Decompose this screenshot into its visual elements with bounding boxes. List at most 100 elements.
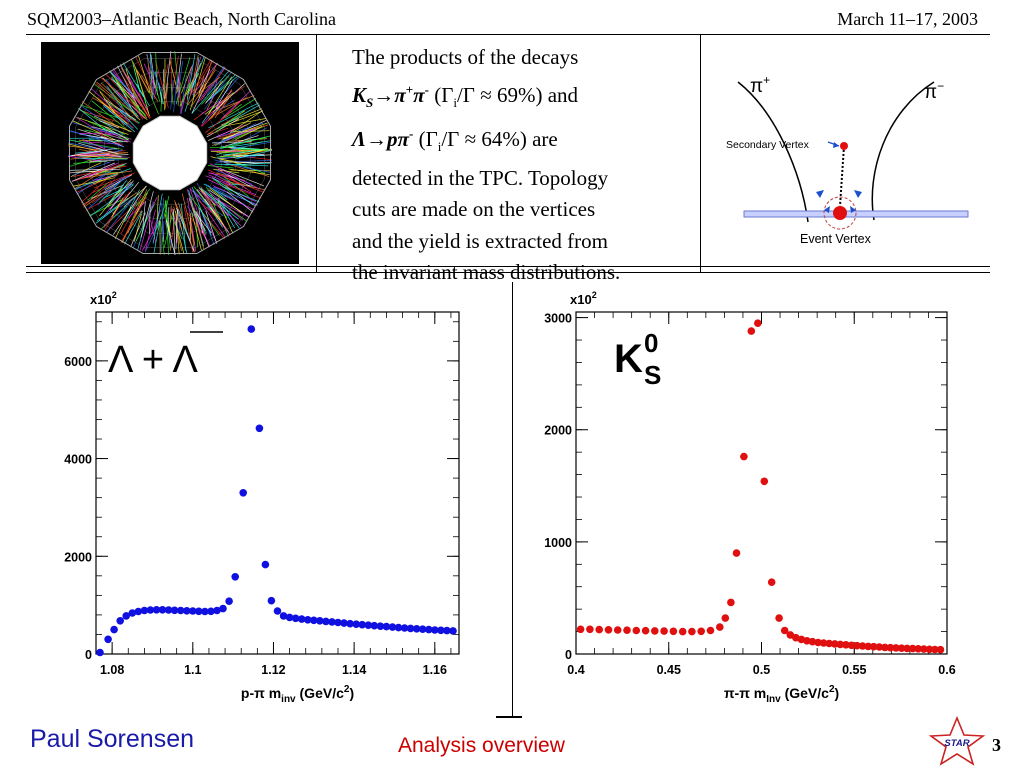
tpc-track bbox=[81, 101, 115, 125]
data-point bbox=[225, 597, 233, 605]
tpc-track bbox=[131, 59, 141, 92]
tpc-track bbox=[217, 122, 264, 138]
y-tick-label: 2000 bbox=[544, 424, 572, 438]
tpc-track bbox=[201, 75, 230, 105]
tpc-track bbox=[219, 140, 272, 149]
tpc-track bbox=[189, 56, 202, 95]
tpc-track bbox=[95, 82, 130, 116]
tpc-track bbox=[92, 173, 133, 193]
tpc-track bbox=[189, 213, 192, 244]
x-tick-label: 0.4 bbox=[567, 663, 584, 677]
tpc-track bbox=[189, 188, 209, 206]
tpc-track bbox=[193, 60, 214, 93]
tpc-track bbox=[224, 135, 259, 147]
tpc-track bbox=[218, 199, 236, 229]
author-name: Paul Sorensen bbox=[30, 725, 195, 753]
tpc-track bbox=[93, 172, 135, 189]
tpc-track bbox=[149, 203, 151, 234]
description-line-5: cuts are made on the vertices bbox=[352, 197, 596, 222]
data-point bbox=[247, 325, 256, 333]
data-point bbox=[847, 641, 856, 650]
data-point bbox=[213, 606, 221, 615]
tpc-track bbox=[214, 110, 245, 133]
data-point bbox=[170, 606, 179, 615]
tpc-track bbox=[192, 62, 218, 96]
description-line-7: the invariant mass distributions. bbox=[352, 260, 621, 285]
tpc-track bbox=[190, 199, 205, 250]
tpc-track bbox=[81, 106, 124, 136]
tpc-track bbox=[68, 139, 118, 151]
tpc-track bbox=[99, 130, 132, 140]
arrow-head-icon bbox=[833, 142, 839, 148]
tpc-track bbox=[98, 118, 132, 133]
star-logo-text: STAR bbox=[944, 738, 969, 749]
tpc-track bbox=[200, 100, 221, 116]
tpc-track bbox=[205, 80, 224, 104]
tpc-track bbox=[135, 192, 148, 215]
tpc-track bbox=[97, 97, 134, 129]
tpc-track bbox=[173, 206, 182, 230]
data-point bbox=[370, 621, 379, 630]
tpc-track bbox=[84, 129, 130, 141]
tpc-track bbox=[191, 212, 202, 251]
data-point bbox=[425, 625, 433, 634]
tpc-sector-ring bbox=[118, 101, 222, 205]
tpc-track bbox=[200, 67, 226, 102]
tpc-track bbox=[100, 82, 139, 119]
tpc-track bbox=[107, 179, 132, 208]
data-point bbox=[760, 477, 769, 486]
data-point bbox=[304, 616, 312, 624]
tpc-track bbox=[109, 70, 134, 95]
particle-label-sub: S bbox=[644, 360, 661, 390]
x-axis-label: π-π mInv (GeV/c2) bbox=[724, 684, 839, 705]
tpc-track bbox=[200, 208, 218, 244]
tpc-track bbox=[223, 176, 249, 197]
data-point bbox=[231, 573, 239, 581]
dca-arrow-icon bbox=[824, 206, 830, 213]
x-tick-label: 0.45 bbox=[657, 663, 681, 677]
data-point bbox=[358, 620, 367, 629]
tpc-track bbox=[108, 110, 131, 121]
x-axis-label: p-π minv (GeV/c2) bbox=[241, 684, 354, 705]
panel-rule-1 bbox=[26, 266, 990, 267]
tpc-track bbox=[164, 200, 170, 256]
tpc-track bbox=[74, 163, 124, 181]
tpc-track bbox=[79, 104, 120, 119]
tpc-track bbox=[88, 90, 128, 125]
data-point bbox=[727, 598, 735, 607]
y-tick-label: 2000 bbox=[64, 550, 92, 564]
data-point bbox=[261, 560, 270, 569]
tpc-track bbox=[233, 123, 256, 137]
tpc-track bbox=[95, 194, 134, 224]
tpc-track bbox=[142, 201, 146, 228]
plot-background bbox=[26, 282, 510, 718]
tpc-track bbox=[131, 105, 148, 121]
data-point bbox=[595, 625, 603, 634]
description-line-1: The products of the decays bbox=[352, 45, 579, 69]
data-point bbox=[382, 622, 391, 631]
tpc-track bbox=[113, 185, 147, 235]
x-tick-label: 0.6 bbox=[938, 663, 955, 677]
data-point bbox=[808, 637, 817, 646]
tpc-track bbox=[162, 63, 169, 86]
vertex-cut-circle bbox=[823, 196, 857, 230]
tpc-track bbox=[123, 185, 147, 208]
tpc-track bbox=[197, 75, 205, 97]
tpc-track bbox=[193, 186, 218, 218]
data-point bbox=[864, 642, 872, 651]
event-vertex-marker bbox=[833, 206, 847, 220]
tpc-track bbox=[111, 76, 128, 99]
tpc-track bbox=[103, 98, 136, 121]
tpc-track bbox=[98, 90, 119, 110]
y-tick-label: 1000 bbox=[544, 536, 572, 550]
data-point bbox=[925, 645, 934, 654]
data-point bbox=[334, 618, 342, 627]
tpc-track bbox=[79, 110, 119, 123]
data-point bbox=[651, 627, 659, 635]
data-point bbox=[831, 640, 839, 648]
description-line-3: Λ→pπ- (Γi/Γ ≈ 64%) are bbox=[352, 126, 558, 155]
tpc-track bbox=[93, 175, 118, 181]
tpc-track bbox=[197, 84, 211, 103]
data-point bbox=[875, 643, 884, 651]
tpc-sector-ring bbox=[104, 87, 236, 219]
